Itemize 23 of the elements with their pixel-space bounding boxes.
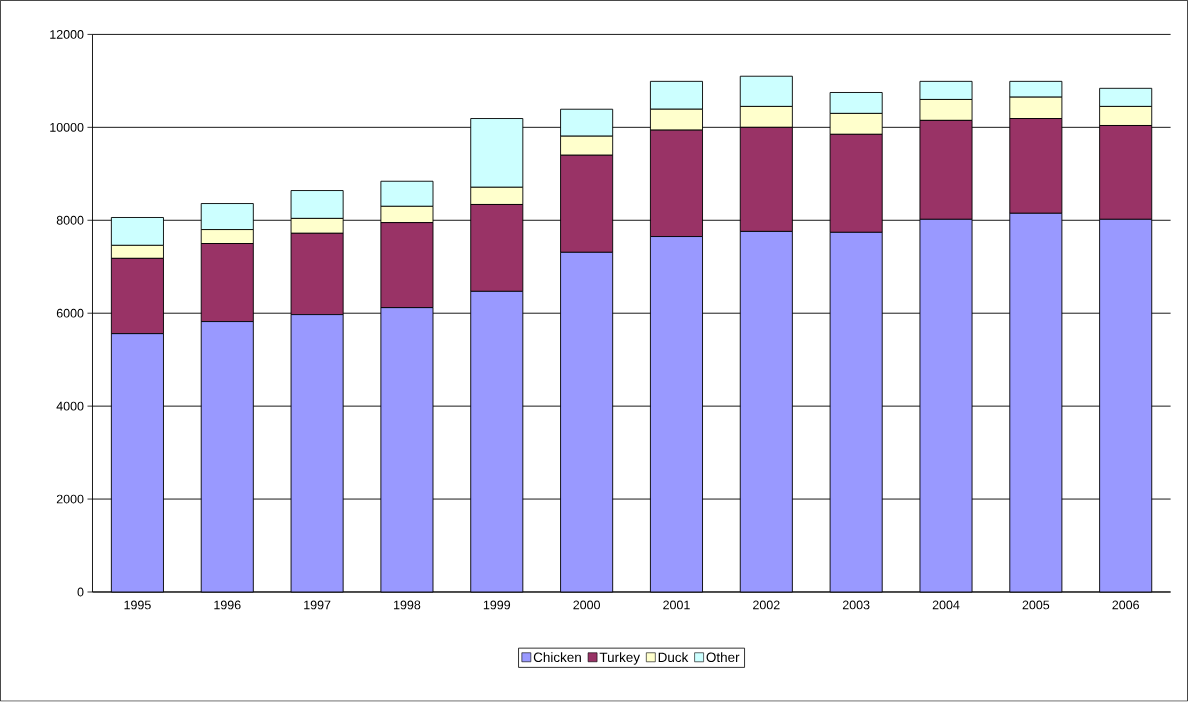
x-tick-label: 1999 bbox=[483, 600, 511, 610]
x-tick-label: 2002 bbox=[753, 600, 780, 610]
y-tick-label: 2000 bbox=[56, 494, 84, 504]
y-tick-label: 4000 bbox=[56, 401, 84, 411]
x-tick-label: 2006 bbox=[1112, 600, 1139, 610]
legend-label: Chicken bbox=[533, 652, 581, 663]
x-tick-label: 2003 bbox=[842, 600, 870, 610]
y-tick-label: 12000 bbox=[50, 30, 84, 40]
x-tick-label: 2005 bbox=[1022, 600, 1050, 610]
x-tick-label: 2001 bbox=[663, 600, 690, 610]
x-tick-label: 2004 bbox=[932, 600, 960, 610]
y-tick-label: 8000 bbox=[56, 216, 84, 225]
y-tick-label: 10000 bbox=[50, 123, 84, 133]
legend-label: Duck bbox=[658, 652, 689, 663]
x-tick-label: 1998 bbox=[394, 600, 421, 610]
x-tick-label: 1997 bbox=[304, 600, 331, 610]
y-tick-label: 6000 bbox=[56, 309, 84, 318]
x-tick-label: 2000 bbox=[573, 600, 600, 610]
x-tick-label: 1996 bbox=[214, 600, 241, 610]
x-tick-label: 1995 bbox=[124, 600, 151, 610]
y-tick-label: 0 bbox=[77, 587, 84, 597]
legend-label: Turkey bbox=[599, 652, 640, 665]
legend-label: Other bbox=[706, 652, 740, 663]
